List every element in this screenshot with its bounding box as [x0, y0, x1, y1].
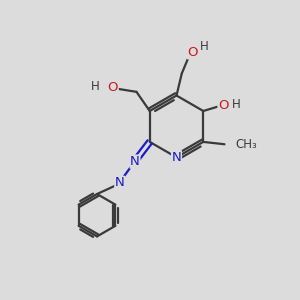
Text: O: O [108, 81, 118, 94]
Text: O: O [188, 46, 198, 59]
Text: N: N [130, 155, 140, 168]
Text: CH₃: CH₃ [236, 138, 257, 151]
Text: H: H [232, 98, 241, 111]
Text: N: N [115, 176, 124, 189]
Text: N: N [172, 151, 182, 164]
Text: O: O [218, 99, 229, 112]
Text: H: H [200, 40, 209, 53]
Text: H: H [91, 80, 100, 93]
